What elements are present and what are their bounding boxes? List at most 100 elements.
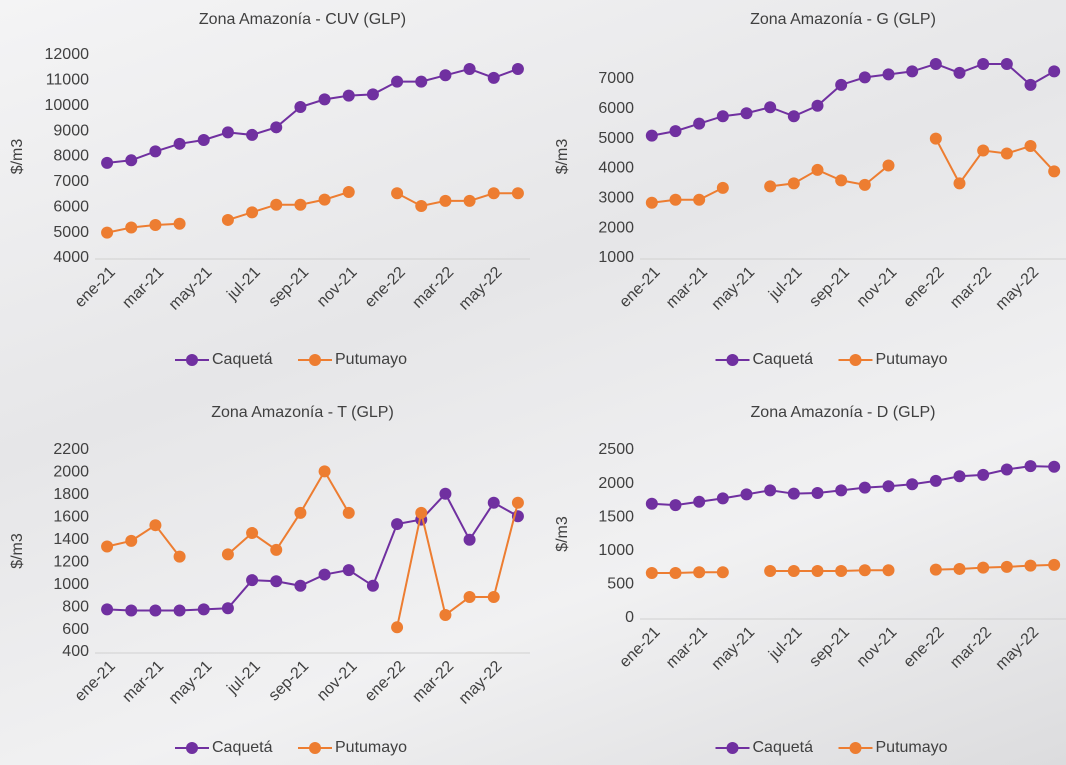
data-point bbox=[858, 71, 871, 84]
data-point bbox=[173, 550, 186, 563]
y-tick-label: 500 bbox=[607, 576, 634, 593]
data-point bbox=[415, 506, 428, 519]
data-point bbox=[318, 465, 331, 478]
x-tick-label: may-22 bbox=[456, 264, 506, 314]
data-point bbox=[439, 69, 452, 82]
data-point bbox=[318, 193, 331, 206]
series-line bbox=[651, 465, 1055, 507]
x-tick-label: mar-22 bbox=[947, 264, 995, 312]
data-point bbox=[740, 107, 753, 120]
data-point bbox=[882, 159, 895, 172]
data-point bbox=[221, 602, 234, 615]
x-tick-label: mar-22 bbox=[409, 264, 457, 312]
data-point bbox=[977, 468, 990, 481]
x-tick-label: ene-22 bbox=[900, 264, 947, 311]
legend-label: Putumayo bbox=[335, 739, 407, 756]
data-point bbox=[977, 57, 990, 70]
data-point bbox=[953, 177, 966, 190]
x-tick-label: may-21 bbox=[166, 658, 216, 708]
data-point bbox=[125, 154, 138, 167]
data-point bbox=[645, 129, 658, 142]
x-tick-label: nov-21 bbox=[314, 658, 361, 705]
x-tick-label: jul-21 bbox=[765, 264, 805, 304]
data-point bbox=[125, 534, 138, 547]
y-tick-label: 8000 bbox=[53, 148, 89, 165]
legend-label: Caquetá bbox=[212, 351, 273, 368]
data-point bbox=[669, 499, 682, 512]
series-line bbox=[106, 469, 519, 628]
x-tick-label: mar-21 bbox=[119, 264, 167, 312]
data-point bbox=[953, 562, 966, 575]
legend-marker bbox=[309, 354, 321, 366]
chart-title: Zona Amazonía - G (GLP) bbox=[750, 11, 936, 28]
chart-title: Zona Amazonía - CUV (GLP) bbox=[199, 11, 406, 28]
data-point bbox=[977, 561, 990, 574]
y-tick-label: 1500 bbox=[598, 508, 634, 525]
data-point bbox=[645, 497, 658, 510]
y-tick-label: 5000 bbox=[53, 224, 89, 241]
data-point bbox=[101, 540, 114, 553]
data-point bbox=[811, 99, 824, 112]
data-point bbox=[149, 519, 162, 532]
series-line bbox=[106, 67, 519, 164]
data-point bbox=[811, 564, 824, 577]
data-point bbox=[221, 548, 234, 561]
data-point bbox=[882, 480, 895, 493]
data-point bbox=[1048, 460, 1061, 473]
legend-marker bbox=[849, 354, 862, 366]
data-point bbox=[318, 568, 331, 581]
legend-marker bbox=[726, 742, 739, 754]
data-point bbox=[173, 604, 186, 617]
data-point bbox=[415, 75, 428, 88]
data-point bbox=[294, 579, 307, 592]
y-tick-label: 11000 bbox=[46, 72, 89, 89]
y-tick-label: 0 bbox=[625, 609, 634, 626]
data-point bbox=[906, 65, 919, 78]
y-tick-label: 6000 bbox=[53, 198, 89, 215]
data-point bbox=[858, 481, 871, 494]
series-line bbox=[106, 191, 518, 234]
data-point bbox=[149, 145, 162, 158]
legend-marker bbox=[849, 742, 862, 754]
data-point bbox=[693, 117, 706, 130]
data-point bbox=[835, 174, 848, 187]
y-tick-label: 7000 bbox=[53, 173, 89, 190]
y-tick-label: 10000 bbox=[45, 97, 90, 114]
data-point bbox=[716, 492, 729, 505]
data-point bbox=[463, 194, 476, 207]
data-point bbox=[929, 563, 942, 576]
data-point bbox=[101, 603, 114, 616]
data-point bbox=[391, 518, 404, 531]
data-point bbox=[221, 213, 234, 226]
data-point bbox=[439, 194, 452, 207]
data-point bbox=[511, 187, 524, 200]
data-point bbox=[149, 604, 162, 617]
data-point bbox=[882, 68, 895, 81]
x-tick-label: ene-21 bbox=[72, 264, 119, 311]
y-tick-label: 600 bbox=[62, 621, 89, 638]
y-tick-label: 1600 bbox=[53, 509, 89, 526]
x-tick-label: jul-21 bbox=[223, 264, 263, 304]
legend-label: Caquetá bbox=[753, 739, 814, 756]
legend-marker bbox=[309, 742, 321, 754]
data-point bbox=[270, 121, 283, 134]
data-point bbox=[645, 196, 658, 209]
data-point bbox=[764, 564, 777, 577]
data-point bbox=[669, 125, 682, 138]
data-point bbox=[391, 621, 404, 634]
data-point bbox=[1048, 558, 1061, 571]
x-tick-label: jul-21 bbox=[223, 658, 263, 698]
data-point bbox=[463, 533, 476, 546]
y-axis-label: $/m3 bbox=[554, 139, 571, 175]
data-point bbox=[858, 178, 871, 191]
data-point bbox=[811, 487, 824, 500]
x-tick-label: sep-21 bbox=[266, 658, 313, 705]
chart-title: Zona Amazonía - T (GLP) bbox=[211, 404, 394, 421]
y-tick-label: 12000 bbox=[45, 46, 90, 63]
y-tick-label: 1000 bbox=[53, 576, 89, 593]
data-point bbox=[835, 484, 848, 497]
data-point bbox=[487, 496, 500, 509]
data-point bbox=[246, 574, 259, 587]
data-point bbox=[246, 206, 259, 219]
